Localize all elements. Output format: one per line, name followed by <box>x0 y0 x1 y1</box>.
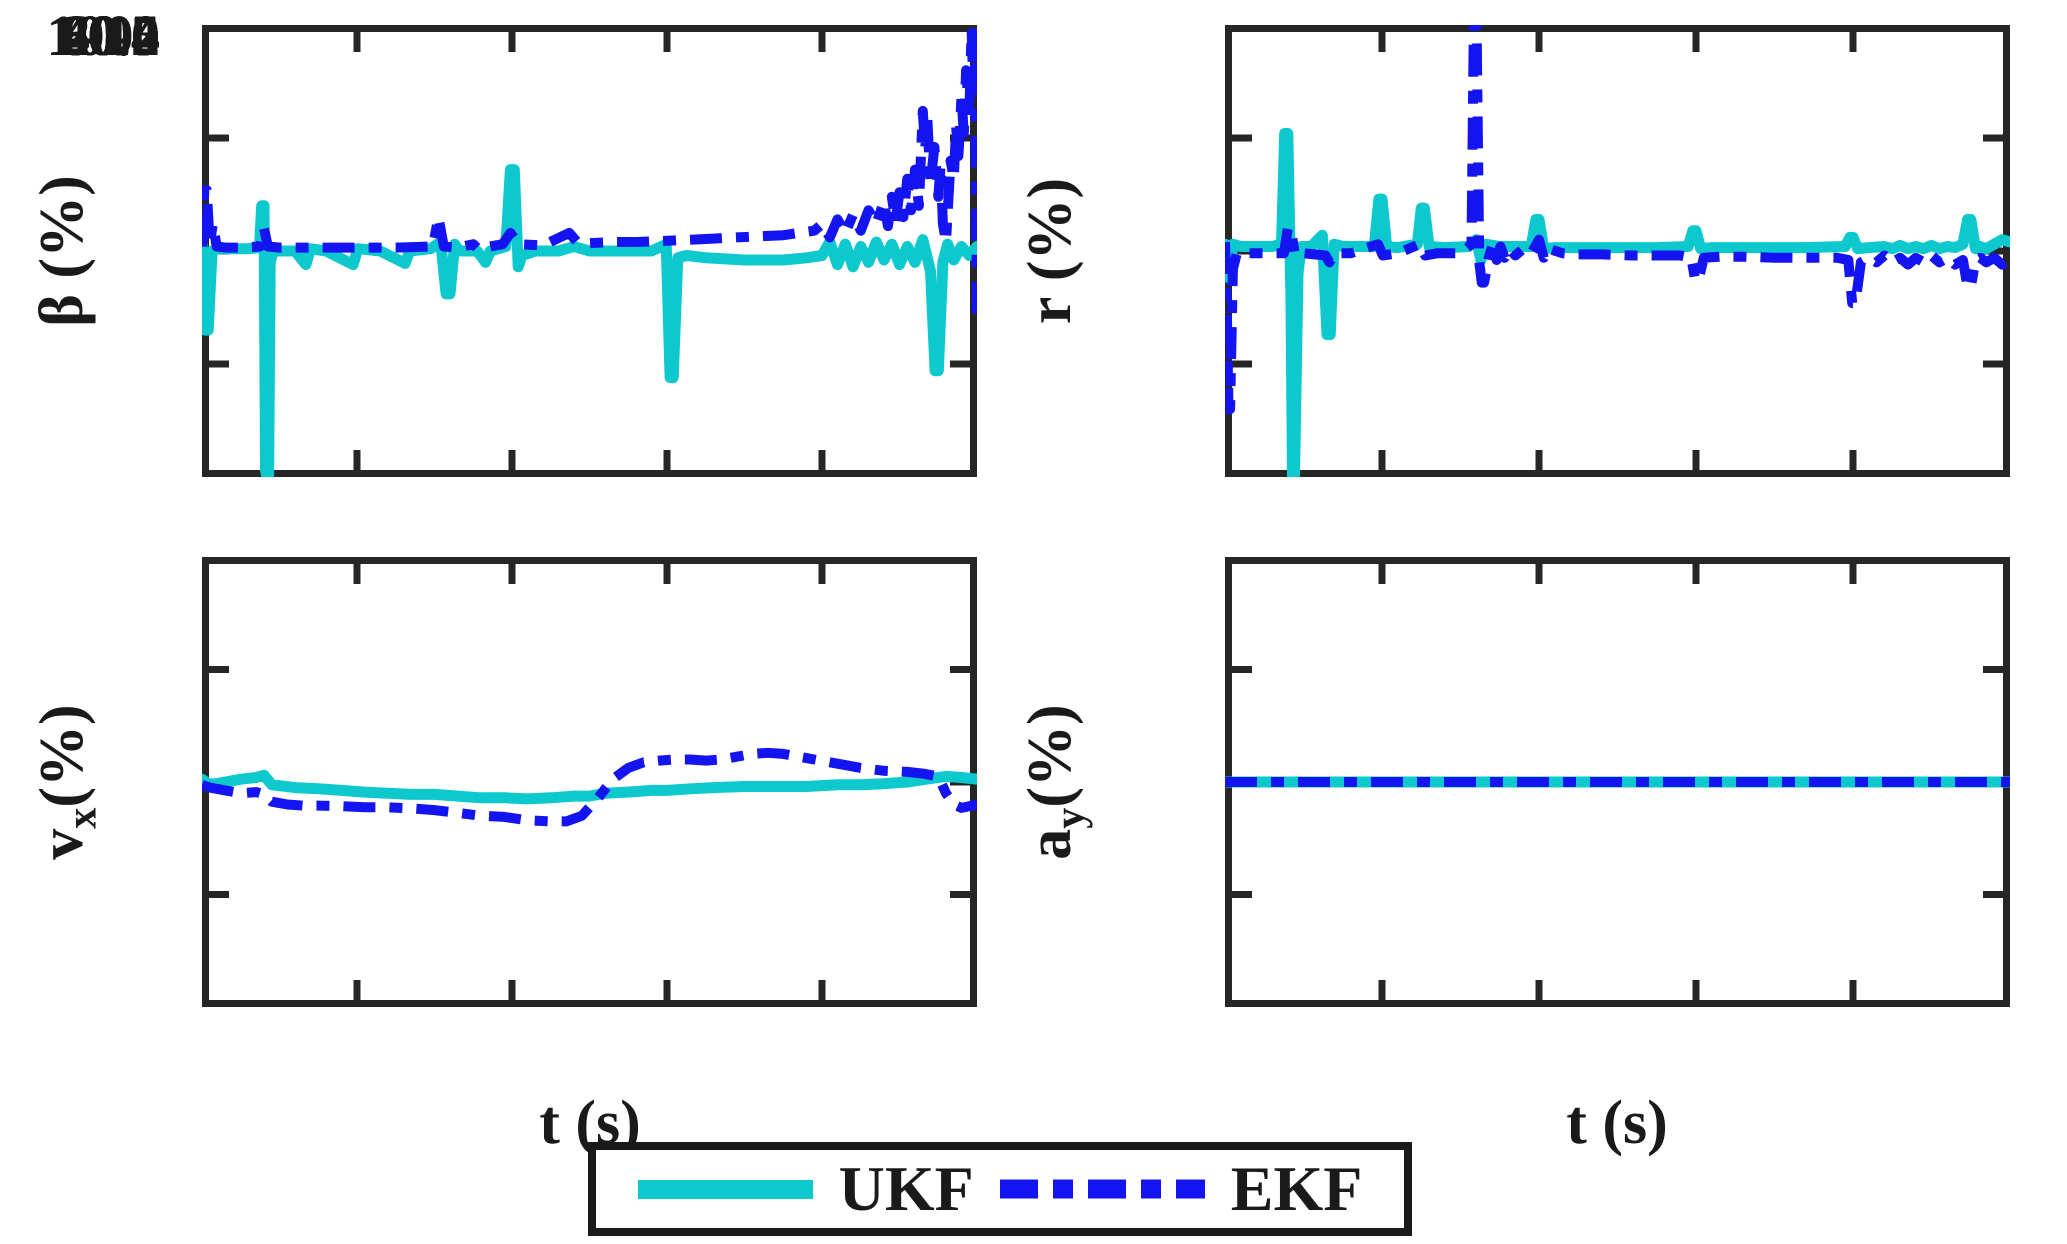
y-tick-label: 0.4 <box>87 3 161 68</box>
ay-axis-label: ay(%) <box>1010 556 1094 1008</box>
x-tick-label: 60 <box>61 3 119 68</box>
y-tick-label: 10 <box>102 3 160 68</box>
axis-label-base: v <box>28 828 96 860</box>
y-tick-label: -5 <box>111 3 160 68</box>
axis-label-base: a <box>1016 828 1084 860</box>
y-tick-label: 0 <box>131 3 160 68</box>
axis-label-sub: y <box>1046 807 1094 829</box>
yaw-rate-axis-label: r (%) <box>1010 25 1090 477</box>
y-tick-label: 0.2 <box>87 3 161 68</box>
y-tick-label: 10 <box>102 3 160 68</box>
y-tick-label: 0.2 <box>87 3 161 68</box>
ekf-legend-label: EKF <box>1230 1153 1363 1224</box>
x-tick-label: 80 <box>61 3 119 68</box>
yaw-rate-error-plot <box>1225 25 2010 477</box>
x-tick-label: 100 <box>46 3 134 68</box>
axis-label-unit: (%) <box>1016 704 1084 808</box>
y-tick-label: -0.2 <box>68 3 160 68</box>
time-axis-label-right: t (s) <box>1566 1089 1668 1157</box>
x-tick-label: 80 <box>61 3 119 68</box>
x-tick-label: 60 <box>61 3 119 68</box>
y-tick-label: -0.4 <box>68 3 160 68</box>
y-tick-label: -0.2 <box>68 3 160 68</box>
axis-label-base: β <box>28 294 96 327</box>
vx-axis-label: vx(%) <box>22 556 106 1008</box>
axis-label-sub: x <box>58 807 106 829</box>
x-tick-label: 40 <box>61 3 119 68</box>
x-tick-label: 20 <box>61 3 119 68</box>
axis-label-unit: (%) <box>1016 177 1084 297</box>
ukf-line-swatch <box>637 1179 813 1199</box>
legend: UKF EKF <box>588 1142 1412 1236</box>
x-tick-label: 0 <box>75 3 105 68</box>
y-tick-label: -10 <box>82 3 160 68</box>
x-tick-label: 20 <box>61 3 119 68</box>
x-tick-label: 0 <box>75 3 105 68</box>
x-tick-label: 100 <box>46 3 134 68</box>
beta-axis-label: β (%) <box>22 25 102 477</box>
y-tick-label: 5 <box>131 3 160 68</box>
x-tick-label: 40 <box>61 3 119 68</box>
y-tick-label: -0.4 <box>68 3 160 68</box>
y-tick-label: -5 <box>111 3 160 68</box>
beta-error-plot <box>202 25 977 477</box>
ukf-legend-label: UKF <box>838 1153 974 1224</box>
y-tick-label: 0 <box>131 3 160 68</box>
y-tick-label: -10 <box>82 3 160 68</box>
y-tick-label: 5 <box>131 3 160 68</box>
y-tick-label: 0.4 <box>87 3 161 68</box>
axis-label-unit: (%) <box>28 175 96 295</box>
axis-label-base: r <box>1016 296 1084 325</box>
ekf-line-swatch <box>999 1179 1205 1199</box>
ay-error-plot <box>1225 557 2010 1007</box>
y-tick-label: 0 <box>131 3 160 68</box>
axis-label-unit: (%) <box>28 704 96 808</box>
vx-error-plot <box>202 557 977 1007</box>
y-tick-label: 0 <box>131 3 160 68</box>
